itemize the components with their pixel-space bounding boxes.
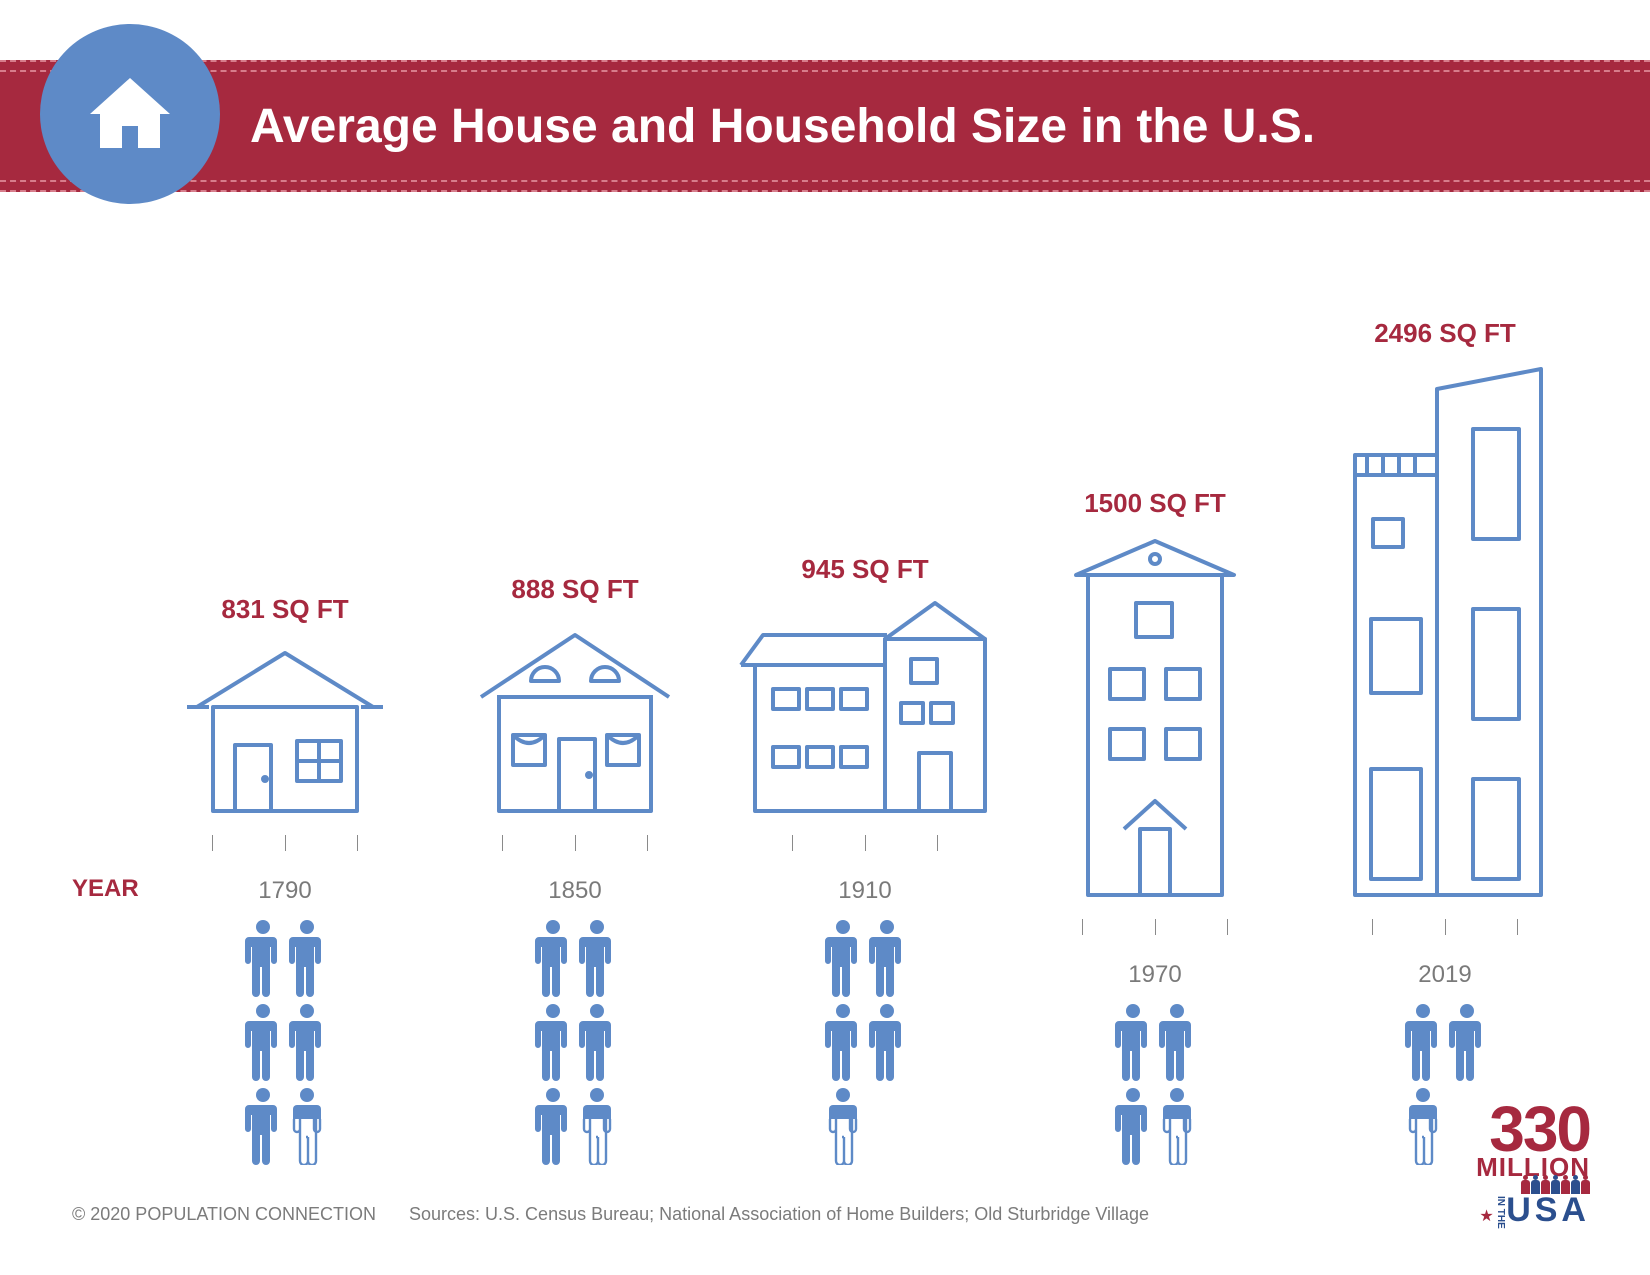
tick bbox=[575, 835, 576, 851]
house-icon bbox=[445, 615, 705, 815]
house-icon bbox=[80, 64, 180, 164]
year-label: 1850 bbox=[548, 877, 601, 905]
tick bbox=[1082, 919, 1083, 935]
tick bbox=[865, 835, 866, 851]
house-icon bbox=[1315, 359, 1575, 899]
tick bbox=[1155, 919, 1156, 935]
tick bbox=[502, 835, 503, 851]
person-icon bbox=[535, 1003, 571, 1081]
sqft-label: 831 SQ FT bbox=[221, 594, 348, 625]
sqft-label: 945 SQ FT bbox=[801, 554, 928, 585]
person-icon bbox=[289, 919, 325, 997]
year-label: 2019 bbox=[1418, 961, 1471, 989]
logo-people-icon bbox=[1476, 1180, 1590, 1194]
footer: © 2020 POPULATION CONNECTION Sources: U.… bbox=[72, 1204, 1149, 1225]
person-icon bbox=[289, 1003, 325, 1081]
header-badge bbox=[40, 24, 220, 204]
infographic-chart: YEAR 831 SQ FT 1790 bbox=[0, 240, 1650, 1165]
person-icon bbox=[1449, 1003, 1485, 1081]
header-band: Average House and Household Size in the … bbox=[0, 60, 1650, 192]
logo-the: IN THE bbox=[1496, 1196, 1505, 1229]
tick bbox=[647, 835, 648, 851]
household-icons bbox=[825, 919, 905, 1165]
person-icon bbox=[869, 1003, 905, 1081]
logo-usa: USA bbox=[1506, 1191, 1590, 1229]
person-icon-partial bbox=[1405, 1087, 1441, 1165]
axis-ticks bbox=[430, 833, 720, 873]
data-column: 1500 SQ FT 1970 bbox=[1010, 488, 1300, 1165]
tick bbox=[1372, 919, 1373, 935]
brand-logo: 330 MILLION ★IN THEUSA bbox=[1476, 1102, 1590, 1229]
person-icon bbox=[1115, 1087, 1151, 1165]
household-icons bbox=[1405, 1003, 1485, 1165]
person-icon bbox=[869, 919, 905, 997]
logo-number: 330 bbox=[1476, 1102, 1590, 1156]
person-icon bbox=[579, 919, 615, 997]
year-label: 1910 bbox=[838, 877, 891, 905]
person-icon bbox=[245, 1087, 281, 1165]
tick bbox=[1227, 919, 1228, 935]
axis-ticks bbox=[1300, 917, 1590, 957]
person-icon bbox=[245, 1003, 281, 1081]
person-icon bbox=[535, 1087, 571, 1165]
sources: Sources: U.S. Census Bureau; National As… bbox=[409, 1204, 1149, 1224]
sqft-label: 2496 SQ FT bbox=[1374, 318, 1516, 349]
person-icon bbox=[1405, 1003, 1441, 1081]
axis-label: YEAR bbox=[72, 875, 139, 903]
year-label: 1790 bbox=[258, 877, 311, 905]
axis-ticks bbox=[720, 833, 1010, 873]
person-icon bbox=[1159, 1003, 1195, 1081]
year-label: 1970 bbox=[1128, 961, 1181, 989]
person-icon-partial bbox=[289, 1087, 325, 1165]
tick bbox=[937, 835, 938, 851]
person-icon bbox=[535, 919, 571, 997]
person-icon bbox=[579, 1003, 615, 1081]
tick bbox=[285, 835, 286, 851]
tick bbox=[792, 835, 793, 851]
data-column: 888 SQ FT 1850 bbox=[430, 574, 720, 1165]
house-icon bbox=[735, 595, 995, 815]
person-icon bbox=[245, 919, 281, 997]
tick bbox=[357, 835, 358, 851]
sqft-label: 1500 SQ FT bbox=[1084, 488, 1226, 519]
data-column: 2496 SQ FT 2019 bbox=[1300, 318, 1590, 1165]
tick bbox=[1445, 919, 1446, 935]
household-icons bbox=[245, 919, 325, 1165]
person-icon bbox=[825, 1003, 861, 1081]
house-icon bbox=[1025, 529, 1285, 899]
data-column: 945 SQ FT 1910 bbox=[720, 554, 1010, 1165]
page-title: Average House and Household Size in the … bbox=[250, 99, 1315, 154]
person-icon-partial bbox=[579, 1087, 615, 1165]
copyright: © 2020 POPULATION CONNECTION bbox=[72, 1204, 376, 1224]
axis-ticks bbox=[1010, 917, 1300, 957]
house-icon bbox=[155, 635, 415, 815]
axis-ticks bbox=[140, 833, 430, 873]
tick bbox=[212, 835, 213, 851]
person-icon-partial bbox=[1159, 1087, 1195, 1165]
data-column: 831 SQ FT 1790 bbox=[140, 594, 430, 1165]
person-icon-partial bbox=[825, 1087, 861, 1165]
person-icon bbox=[825, 919, 861, 997]
tick bbox=[1517, 919, 1518, 935]
sqft-label: 888 SQ FT bbox=[511, 574, 638, 605]
star-icon: ★ bbox=[1479, 1208, 1493, 1225]
household-icons bbox=[1115, 1003, 1195, 1165]
person-icon bbox=[1115, 1003, 1151, 1081]
household-icons bbox=[535, 919, 615, 1165]
